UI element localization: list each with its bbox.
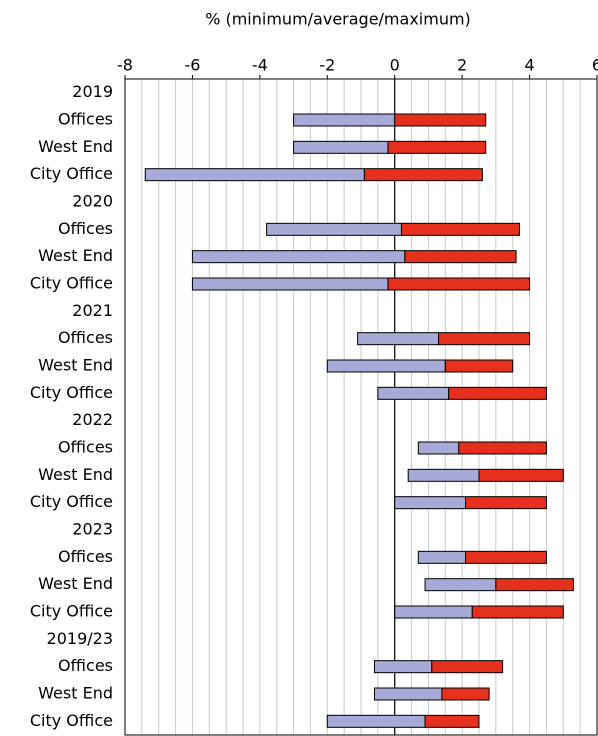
bar-high	[387, 140, 487, 154]
bar-low	[394, 496, 467, 510]
bar-high	[431, 660, 504, 674]
y-tick-label: City Office	[30, 602, 113, 621]
x-tick-label: 4	[524, 56, 534, 75]
y-tick-label: West End	[38, 137, 113, 156]
y-tick-label: 2022	[72, 410, 113, 429]
bar-low	[191, 277, 389, 291]
y-tick-label: West End	[38, 574, 113, 593]
y-tick-label: 2020	[72, 192, 113, 211]
bar-low	[407, 468, 480, 482]
bar-low	[266, 222, 402, 236]
chart-title: % (minimum/average/maximum)	[205, 10, 471, 29]
y-tick-label: 2021	[72, 301, 113, 320]
bar-low	[293, 113, 396, 127]
y-tick-label: West End	[38, 356, 113, 375]
bar-high	[394, 113, 487, 127]
y-tick-label: 2019	[72, 82, 113, 101]
bar-high	[444, 359, 514, 373]
bar-high	[441, 687, 490, 701]
y-tick-label: 2023	[72, 520, 113, 539]
bar-high	[495, 578, 574, 592]
y-tick-label: Offices	[58, 438, 113, 457]
bar-high	[478, 468, 564, 482]
x-tick-label: 2	[457, 56, 467, 75]
bar-high	[363, 168, 483, 182]
x-tick-label: 6	[592, 56, 598, 75]
y-tick-label: West End	[38, 465, 113, 484]
bar-low	[326, 359, 446, 373]
x-tick-label: -6	[184, 56, 200, 75]
bar-low	[373, 687, 443, 701]
bar-high	[448, 386, 547, 400]
y-tick-label: City Office	[30, 492, 113, 511]
y-tick-label: Offices	[58, 110, 113, 129]
bar-high	[458, 441, 547, 455]
bar-low	[357, 332, 440, 346]
bar-low	[373, 660, 433, 674]
x-tick-label: -4	[252, 56, 268, 75]
y-tick-label: City Office	[30, 164, 113, 183]
bar-low	[394, 605, 473, 619]
y-tick-label: 2019/23	[47, 629, 113, 648]
bar-high	[471, 605, 564, 619]
bar-high	[387, 277, 531, 291]
bar-low	[377, 386, 450, 400]
x-tick-label: -2	[319, 56, 335, 75]
bar-high	[400, 222, 520, 236]
bar-low	[144, 168, 365, 182]
bar-high	[465, 496, 547, 510]
y-tick-label: Offices	[58, 328, 113, 347]
bar-high	[424, 714, 480, 728]
bar-low	[326, 714, 426, 728]
bar-low	[293, 140, 389, 154]
y-tick-label: City Office	[30, 274, 113, 293]
y-tick-label: West End	[38, 684, 113, 703]
x-tick-label: 0	[390, 56, 400, 75]
y-tick-label: West End	[38, 246, 113, 265]
y-tick-label: Offices	[58, 219, 113, 238]
bar-high	[438, 332, 531, 346]
y-tick-label: Offices	[58, 547, 113, 566]
y-tick-label: Offices	[58, 656, 113, 675]
bar-low	[191, 250, 406, 264]
plot-frame	[124, 78, 598, 736]
bar-low	[417, 550, 467, 564]
bar-low	[417, 441, 460, 455]
x-tick-label: -8	[117, 56, 133, 75]
bar-high	[404, 250, 517, 264]
y-tick-label: City Office	[30, 383, 113, 402]
bar-high	[465, 550, 547, 564]
y-tick-label: City Office	[30, 711, 113, 730]
bar-low	[424, 578, 497, 592]
